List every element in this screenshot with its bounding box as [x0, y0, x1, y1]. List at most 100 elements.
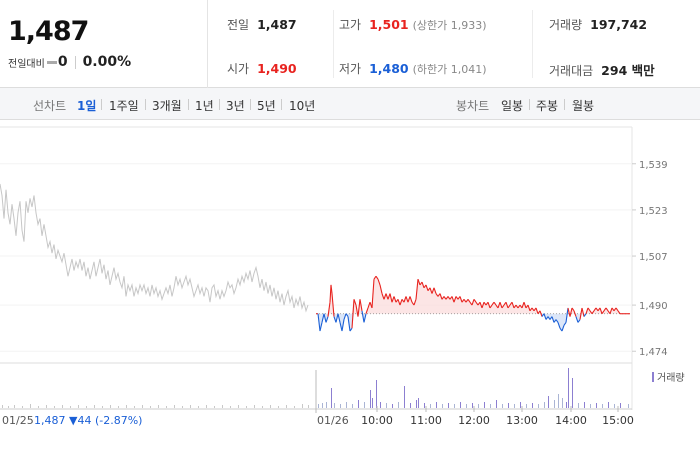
volume-bar: [174, 405, 175, 408]
volume-bar: [590, 404, 591, 408]
price-segment: [601, 310, 605, 315]
volume-bar: [142, 405, 143, 408]
volume-bar: [472, 403, 473, 408]
high-label: 고가: [339, 18, 362, 32]
volume-bar: [214, 406, 215, 408]
price-segment: [617, 310, 621, 315]
price-segment: [471, 299, 475, 306]
volume-bar: [302, 404, 303, 408]
volume-bar: [508, 403, 509, 408]
toolbar-divider: [188, 99, 189, 110]
volume-legend-swatch: [652, 372, 654, 382]
price-segment: [599, 307, 603, 314]
price-segment: [499, 302, 503, 309]
volume-bar: [386, 403, 387, 408]
volume-bar: [62, 405, 63, 408]
flat-change-icon: [46, 60, 57, 64]
y-tick-label: 1,539: [639, 160, 668, 171]
volume-bar: [520, 402, 521, 408]
change-rate: 0.00%: [82, 54, 132, 70]
period-10y-button[interactable]: 10년: [289, 99, 316, 113]
period-5y-button[interactable]: 5년: [257, 99, 276, 113]
volume-bar: [30, 404, 31, 408]
volume-bar: [346, 402, 347, 408]
price-segment: [415, 279, 419, 300]
toolbar-divider: [281, 99, 282, 110]
candle-monthly-button[interactable]: 월봉: [572, 99, 595, 113]
volume-bar: [370, 390, 371, 408]
volume-label: 거래량: [549, 18, 583, 32]
price-segment: [489, 304, 493, 309]
volume-bar: [584, 402, 585, 408]
prev-close-stat: 전일 1,487: [227, 16, 297, 33]
candle-weekly-button[interactable]: 주봉: [536, 99, 559, 113]
toolbar-divider: [219, 99, 220, 110]
price-segment: [365, 307, 369, 314]
toolbar-divider: [145, 99, 146, 110]
column-divider: [333, 10, 334, 78]
price-segment: [579, 307, 583, 320]
price-segment: [557, 322, 561, 329]
volume-bar: [404, 386, 405, 408]
price-segment: [565, 307, 569, 323]
price-segment: [399, 299, 403, 306]
price-segment: [341, 319, 345, 332]
open-label: 시가: [227, 62, 250, 76]
volume-bars: [2, 368, 629, 408]
volume-bar: [278, 406, 279, 408]
price-segment: [353, 299, 357, 306]
volume-bar: [254, 405, 255, 408]
volume-bar: [568, 368, 569, 408]
change-row: 전일대비 0 0.00%: [8, 54, 131, 70]
price-segment: [453, 296, 457, 303]
price-segment: [357, 299, 361, 317]
y-tick-label: 1,507: [639, 252, 668, 263]
volume-bar: [190, 405, 191, 408]
volume-bar: [436, 402, 437, 408]
volume-bar: [578, 403, 579, 408]
price-segment: [567, 307, 571, 317]
price-segment: [349, 327, 353, 332]
price-segment: [507, 304, 511, 309]
lower-limit: (하한가 1,041): [412, 63, 487, 76]
price-segment: [539, 310, 543, 317]
toolbar-divider: [564, 99, 565, 110]
price-segment: [523, 302, 527, 309]
period-1w-button[interactable]: 1주일: [109, 99, 139, 113]
price-segment: [335, 313, 339, 323]
price-segment: [361, 310, 365, 323]
price-segment: [555, 319, 559, 323]
price-segment: [389, 293, 393, 303]
volume-bar: [410, 403, 411, 408]
period-1d-button[interactable]: 1일: [77, 99, 97, 113]
period-3y-button[interactable]: 3년: [226, 99, 245, 113]
price-segment: [351, 299, 355, 329]
volume-bar: [398, 402, 399, 408]
high-value: 1,501: [369, 17, 409, 32]
price-segment: [417, 278, 421, 286]
price-segment: [337, 313, 341, 323]
candle-chart-label: 봉차트: [456, 99, 490, 113]
volume-bar: [454, 404, 455, 408]
time-tick-label: 10:00: [361, 414, 393, 427]
price-segment: [487, 302, 491, 309]
price-segment: [405, 296, 409, 303]
volume-bar: [238, 405, 239, 408]
volume-stat: 거래량 197,742: [549, 16, 647, 33]
price-chart: 1,539 1,523 1,507 1,490 1,474 거래량 01/25 1,48…: [0, 126, 685, 427]
price-segment: [330, 284, 333, 294]
period-1y-button[interactable]: 1년: [195, 99, 214, 113]
volume-value: 197,742: [590, 17, 648, 32]
price-segment: [497, 302, 501, 309]
price-segment: [479, 302, 483, 309]
candle-daily-button[interactable]: 일봉: [501, 99, 524, 113]
period-3m-button[interactable]: 3개월: [152, 99, 182, 113]
prev-day-info: 1,487 ▼44 (-2.87%): [34, 414, 142, 427]
price-segment: [459, 296, 463, 303]
volume-bar: [134, 406, 135, 408]
volume-bar: [502, 404, 503, 408]
price-segment: [409, 296, 413, 303]
volume-bar: [102, 406, 103, 408]
volume-bar: [466, 404, 467, 408]
column-divider: [532, 10, 533, 78]
